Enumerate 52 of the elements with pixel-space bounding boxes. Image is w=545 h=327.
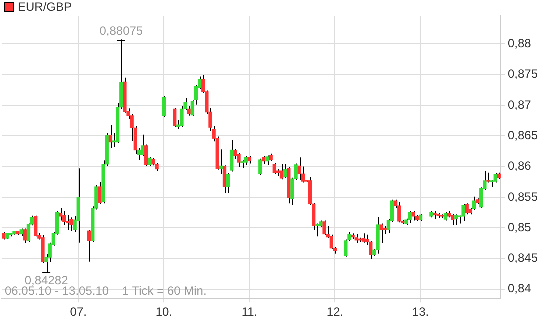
candlestick [258,158,262,176]
y-tick-label: 0,86 [508,159,532,174]
candlestick [284,164,288,179]
x-tick-label: 07. [70,305,87,320]
y-tick-label: 0,845 [508,251,538,266]
candlestick [380,223,384,244]
candlestick [230,140,234,172]
y-tick-label: 0,865 [508,128,538,142]
candlestick [162,96,166,118]
candlestick [58,208,63,222]
candlestick [472,196,476,211]
candlestick [494,173,498,184]
annotation: 0,88075 [100,24,144,38]
candlestick [280,164,284,180]
y-tick-label: 0,84 [508,282,532,296]
candlestick [87,229,92,262]
candlestick [140,134,145,157]
x-tick-label: 12. [326,305,344,320]
y-tick-label: 0,87 [508,98,532,112]
x-tick-label: 11. [242,305,258,320]
y-tick-label: 0,88 [508,36,532,51]
candlestick [219,149,224,175]
candlestick [108,124,113,149]
candlestick [237,152,241,168]
candlestick [173,107,177,128]
candlestick [70,217,74,232]
candlestick [316,223,320,238]
candlestick [362,233,366,244]
candlestick [298,157,302,181]
x-tick-label: 13. [412,305,430,320]
candlestick [148,156,152,167]
candlestick [398,202,402,224]
candlestick [412,211,416,222]
candlestick [226,173,230,194]
y-tick-label: 0,875 [508,67,538,82]
candlestick [322,220,326,236]
candlestick [62,210,66,226]
candlestick [408,211,412,224]
candlestick [462,204,466,222]
y-tick-label: 0,855 [508,190,538,204]
candlestick [98,182,102,205]
y-tick-label: 0,85 [508,220,532,234]
candlestick [272,162,276,175]
candlestick [66,214,70,230]
candlestick [266,155,270,166]
annotation: 0,84282 [24,273,69,288]
legend-label: EUR/GBP [18,0,72,14]
candlestick [451,214,455,226]
candlestick [76,168,80,244]
candlestick [354,234,358,244]
candlestick [180,106,184,128]
x-tick-label: 10. [156,305,173,320]
